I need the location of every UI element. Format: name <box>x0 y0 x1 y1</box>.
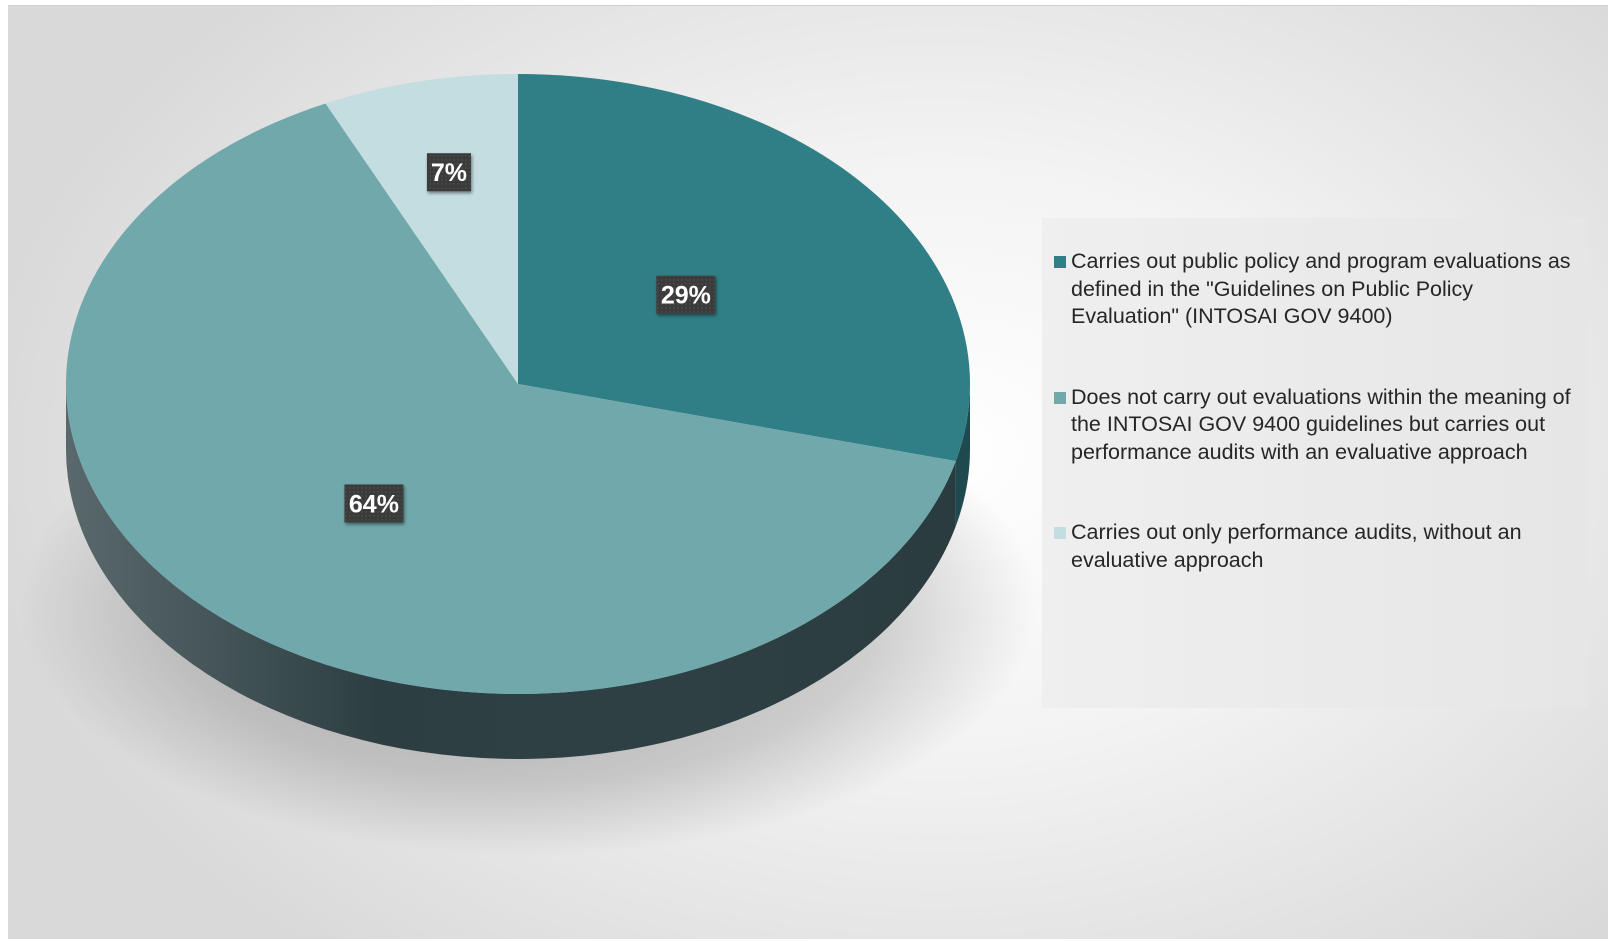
legend-label: Carries out only performance audits, wit… <box>1071 520 1522 572</box>
pie-side-shading <box>66 384 970 759</box>
legend-item-evaluations-gov9400: Carries out public policy and program ev… <box>1054 248 1578 331</box>
legend-label: Carries out public policy and program ev… <box>1071 249 1571 328</box>
legend-swatch <box>1054 256 1066 268</box>
legend: Carries out public policy and program ev… <box>1042 218 1588 708</box>
pie-chart: 29% 64% 7% <box>18 74 1038 856</box>
data-label-text: 29% <box>661 282 711 310</box>
data-label-text: 64% <box>349 490 399 518</box>
legend-item-performance-audits-evaluative: Does not carry out evaluations within th… <box>1054 384 1578 467</box>
legend-label: Does not carry out evaluations within th… <box>1071 384 1571 464</box>
legend-item-performance-audits-only: Carries out only performance audits, wit… <box>1054 519 1578 574</box>
data-label-performance-audits-only: 7% <box>426 153 471 192</box>
data-label-text: 7% <box>431 159 467 187</box>
pie-slice-evaluations-gov9400 <box>518 74 970 462</box>
chart-area: 29% 64% 7% Carries out public policy and p… <box>8 5 1608 939</box>
data-label-box <box>344 484 404 523</box>
data-label-performance-audits-evaluative: 64% <box>344 484 404 523</box>
pie-slice-performance-audits-evaluative <box>66 103 956 694</box>
data-label-evaluations-gov9400: 29% <box>656 275 716 314</box>
legend-swatch <box>1054 527 1066 539</box>
data-label-box <box>426 153 471 192</box>
legend-swatch <box>1054 391 1066 404</box>
pie-slice-performance-audits-only <box>325 74 518 384</box>
data-label-box <box>656 275 716 314</box>
